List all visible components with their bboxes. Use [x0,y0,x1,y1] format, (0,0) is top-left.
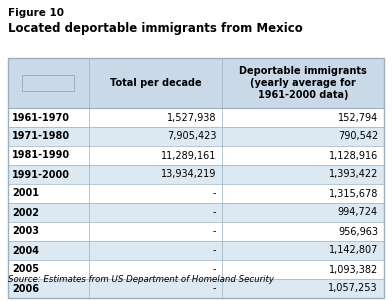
Text: Source: Estimates from US Department of Homeland Security: Source: Estimates from US Department of … [8,275,274,284]
Text: 1971-1980: 1971-1980 [12,132,70,141]
Text: 2004: 2004 [12,246,39,256]
Text: Located deportable immigrants from Mexico: Located deportable immigrants from Mexic… [8,22,303,35]
Text: 11,289,161: 11,289,161 [161,150,216,160]
Text: 2005: 2005 [12,265,39,275]
Text: 790,542: 790,542 [338,132,378,141]
Text: 1981-1990: 1981-1990 [12,150,70,160]
Text: Total per decade: Total per decade [110,78,201,88]
Text: 1,057,253: 1,057,253 [328,284,378,293]
Text: -: - [213,188,216,198]
Text: Figure 10: Figure 10 [8,8,64,18]
Text: -: - [213,284,216,293]
Text: 994,724: 994,724 [338,207,378,218]
Text: 1,527,938: 1,527,938 [167,113,216,123]
Text: 1,315,678: 1,315,678 [328,188,378,198]
Text: 1,142,807: 1,142,807 [328,246,378,256]
Text: 1,393,422: 1,393,422 [328,169,378,179]
Text: 2003: 2003 [12,226,39,237]
Text: 7,905,423: 7,905,423 [167,132,216,141]
Text: Deportable immigrants
(yearly average for
1961-2000 data): Deportable immigrants (yearly average fo… [239,67,367,100]
Text: 1991-2000: 1991-2000 [12,169,70,179]
Text: 2001: 2001 [12,188,39,198]
Text: 152,794: 152,794 [338,113,378,123]
Text: -: - [213,226,216,237]
Text: -: - [213,207,216,218]
Text: 13,934,219: 13,934,219 [161,169,216,179]
Text: 2006: 2006 [12,284,39,293]
Text: 2002: 2002 [12,207,39,218]
Text: 956,963: 956,963 [338,226,378,237]
Text: -: - [213,246,216,256]
Text: -: - [213,265,216,275]
Text: 1961-1970: 1961-1970 [12,113,70,123]
Text: 1,128,916: 1,128,916 [329,150,378,160]
Text: 1,093,382: 1,093,382 [329,265,378,275]
